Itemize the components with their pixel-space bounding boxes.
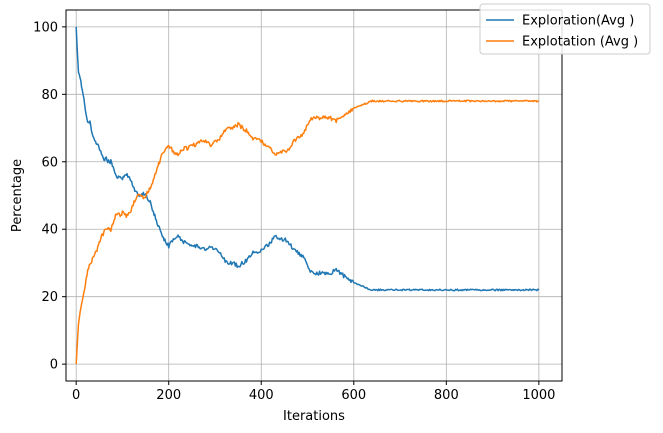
plot-lines [75,26,540,365]
y-tick-label: 100 [33,20,58,35]
x-tick-label: 200 [156,388,181,403]
legend-entry-label: Exploration(Avg ) [522,14,634,29]
x-tick-label: 800 [434,388,459,403]
y-axis-ticks: 0 20 40 60 80 100 [33,20,66,373]
plot-area-frame [65,9,563,382]
series-line-1 [75,99,540,365]
legend: Exploration(Avg ) Explotation (Avg ) [479,3,651,55]
legend-box [479,3,651,55]
x-axis-ticks: 0 200 400 600 800 1000 [72,381,555,403]
series-line-0 [75,26,540,292]
x-tick-label: 1000 [522,388,555,403]
y-tick-label: 20 [41,290,58,305]
y-tick-label: 0 [50,358,58,373]
x-tick-label: 400 [249,388,274,403]
legend-entry-label: Explotation (Avg ) [522,35,638,50]
y-axis-label: Percentage [10,159,25,232]
y-tick-label: 40 [41,223,58,238]
gridlines [66,10,562,381]
x-tick-label: 600 [341,388,366,403]
x-axis-label: Iterations [283,409,345,424]
y-tick-label: 60 [41,155,58,170]
y-tick-label: 80 [41,88,58,103]
x-tick-label: 0 [72,388,80,403]
